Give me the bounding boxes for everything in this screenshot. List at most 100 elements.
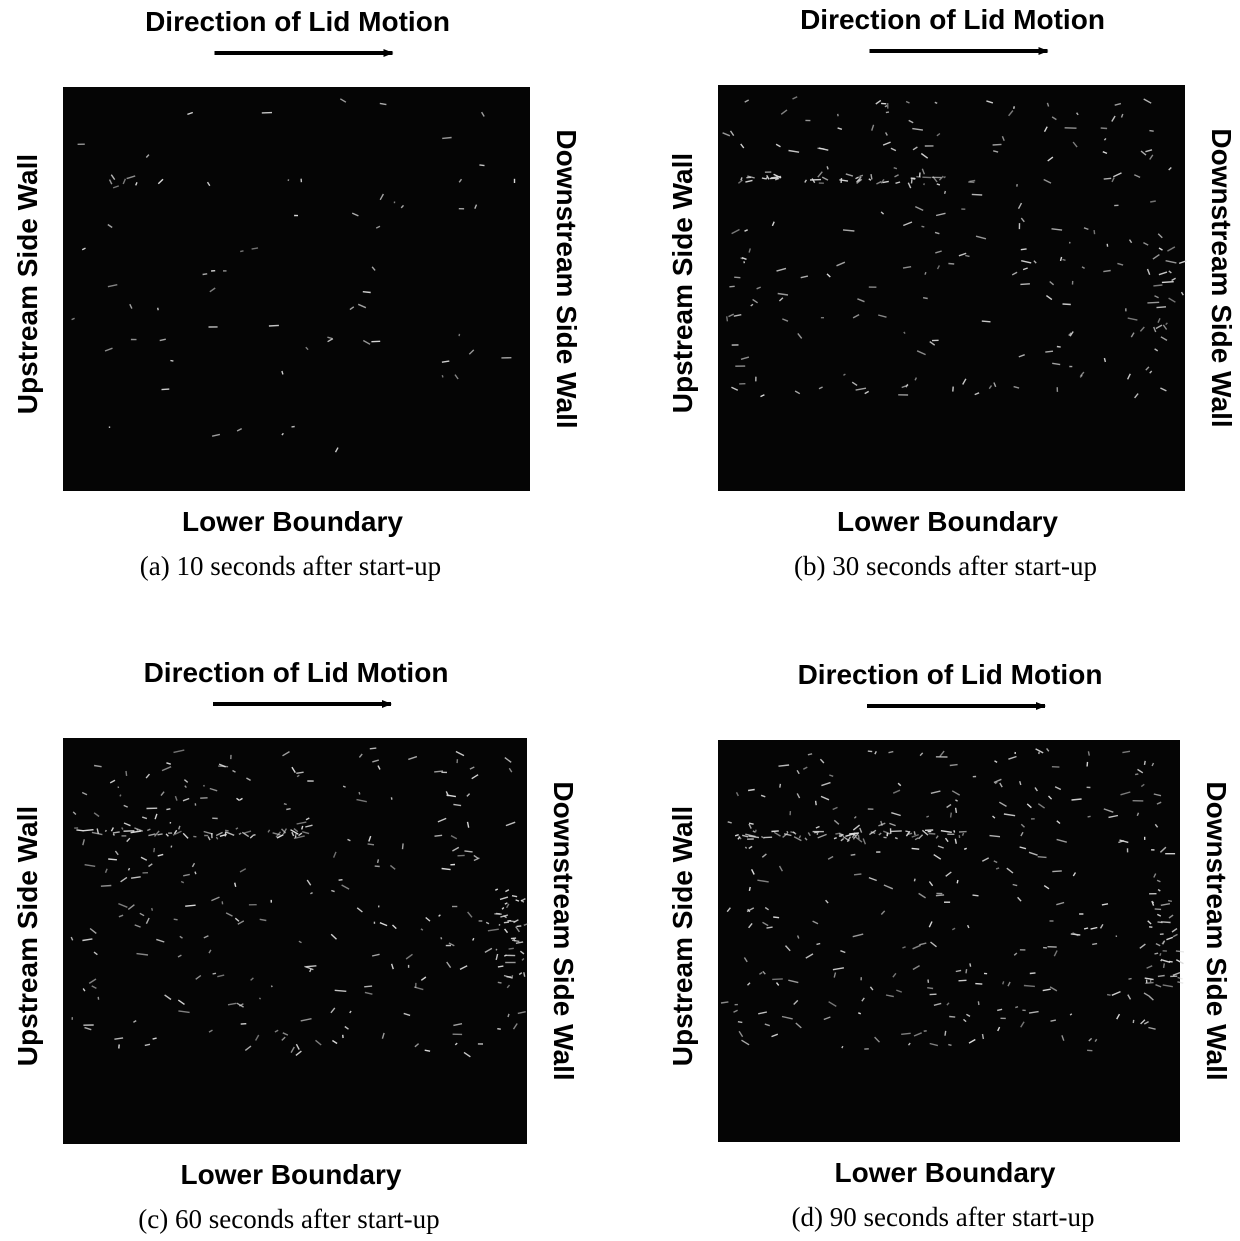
particle-streak <box>286 809 290 810</box>
particle-streak <box>170 361 173 362</box>
particle-streak <box>970 963 971 966</box>
right-label: Downstream Side Wall <box>1206 128 1237 427</box>
panel: Direction of Lid MotionUpstream Side Wal… <box>12 657 579 1234</box>
particle-streak <box>911 178 916 179</box>
particle-streak <box>948 264 954 265</box>
particle-streak <box>886 112 889 113</box>
particle-streak <box>235 883 236 887</box>
particle-streak <box>108 859 117 860</box>
top-label: Direction of Lid Motion <box>798 659 1103 690</box>
particle-streak <box>126 771 127 776</box>
particle-streak <box>464 851 472 852</box>
particle-streak <box>391 797 392 799</box>
particle-streak <box>871 174 872 179</box>
particle-streak <box>306 966 316 967</box>
particle-streak <box>808 754 812 755</box>
particle-streak <box>851 855 856 856</box>
particle-streak <box>914 831 915 835</box>
particle-streak <box>368 844 374 845</box>
particle-streak <box>1160 953 1161 955</box>
particle-streak <box>496 949 497 951</box>
particle-streak <box>166 809 170 810</box>
particle-streak <box>442 375 443 377</box>
particle-streak <box>174 919 178 920</box>
particle-streak <box>860 175 863 176</box>
particle-streak <box>1145 761 1146 765</box>
particle-streak <box>936 895 944 896</box>
particle-streak <box>435 835 443 836</box>
particle-streak <box>153 1038 157 1039</box>
flow-image <box>63 87 530 491</box>
particle-streak <box>993 144 1002 145</box>
particle-streak <box>935 102 937 103</box>
left-label: Upstream Side Wall <box>12 154 43 414</box>
particle-streak <box>744 261 745 263</box>
particle-streak <box>755 830 756 833</box>
particle-streak <box>1164 963 1165 968</box>
particle-streak <box>1003 981 1004 984</box>
particle-streak <box>1153 285 1162 286</box>
particle-streak <box>817 944 821 945</box>
particle-streak <box>282 371 283 374</box>
particle-streak <box>364 986 372 987</box>
particle-streak <box>1101 128 1107 129</box>
particle-streak <box>854 874 861 875</box>
particle-streak <box>162 389 170 390</box>
particle-streak <box>966 969 967 973</box>
top-label: Direction of Lid Motion <box>800 4 1105 35</box>
particle-streak <box>253 835 256 836</box>
particle-streak <box>425 1050 430 1051</box>
particle-streak <box>120 795 121 797</box>
particle-streak <box>1057 347 1061 348</box>
particle-streak <box>259 998 260 999</box>
particle-streak <box>152 908 153 911</box>
particle-streak <box>240 251 243 252</box>
particle-streak <box>343 786 346 787</box>
particle-streak <box>973 895 979 896</box>
particle-streak <box>965 256 969 257</box>
particle-streak <box>1104 178 1112 179</box>
particle-streak <box>1104 358 1105 362</box>
particle-streak <box>1145 983 1153 984</box>
particle-streak <box>1176 951 1184 952</box>
particle-streak <box>771 831 778 832</box>
particle-streak <box>948 1045 951 1046</box>
particle-streak <box>922 226 925 227</box>
particle-streak <box>1088 816 1091 817</box>
figure: Direction of Lid Motion Upstream Side Wal… <box>0 0 1240 1241</box>
flow-image <box>63 738 527 1144</box>
particle-streak <box>905 831 908 832</box>
particle-streak <box>749 887 750 891</box>
particle-streak <box>780 784 781 788</box>
particle-streak <box>441 937 442 939</box>
left-label: Upstream Side Wall <box>667 806 698 1066</box>
particle-streak <box>975 984 982 985</box>
particle-streak <box>403 843 404 849</box>
particle-streak <box>1129 979 1132 980</box>
particle-streak <box>945 191 946 194</box>
particle-streak <box>1072 799 1082 800</box>
bottom-label: Lower Boundary <box>182 506 403 537</box>
particle-streak <box>1150 201 1156 202</box>
panel: Direction of Lid MotionUpstream Side Wal… <box>667 4 1237 581</box>
particle-streak <box>895 838 898 839</box>
particle-streak <box>1092 944 1097 945</box>
particle-streak <box>517 926 522 927</box>
particle-streak <box>498 966 504 967</box>
particle-streak <box>363 292 371 293</box>
particle-streak <box>923 298 928 299</box>
particle-streak <box>511 938 516 939</box>
particle-streak <box>950 765 958 766</box>
particle-streak <box>497 1029 501 1030</box>
particle-streak <box>1084 928 1088 929</box>
particle-streak <box>956 808 957 813</box>
particle-streak <box>479 165 484 166</box>
flow-image <box>718 85 1185 491</box>
particle-streak <box>370 748 377 749</box>
particle-streak <box>185 905 195 906</box>
particle-streak <box>982 321 991 322</box>
particle-streak <box>955 839 956 844</box>
particle-streak <box>195 872 196 875</box>
particle-streak <box>729 286 734 287</box>
particle-streak <box>129 868 130 870</box>
